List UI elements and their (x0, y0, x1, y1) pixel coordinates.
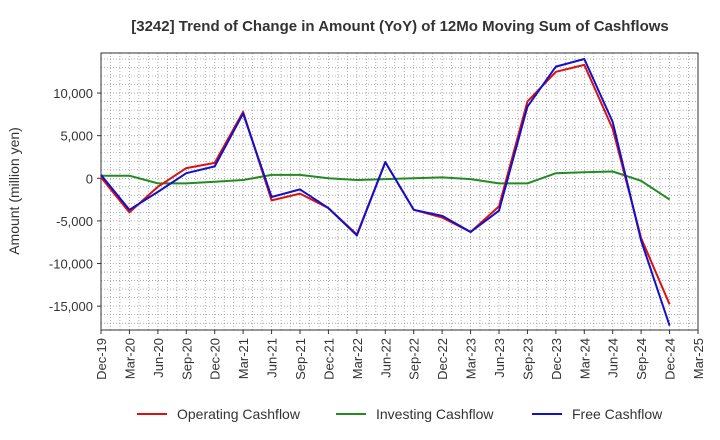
x-tick-label: Mar-23 (464, 338, 479, 379)
x-tick-label: Dec-22 (435, 338, 450, 380)
legend-label: Free Cashflow (572, 406, 663, 422)
x-tick-label: Sep-24 (634, 338, 649, 380)
x-tick-label: Sep-22 (407, 338, 422, 380)
y-tick-label: -15,000 (49, 299, 93, 314)
y-tick-label: -10,000 (49, 257, 93, 272)
y-tick-label: -5,000 (56, 214, 93, 229)
x-tick-label: Mar-21 (236, 338, 251, 379)
y-axis: 10,000 5,000 0 -5,000 -10,000 -15,000 (49, 86, 101, 314)
x-tick-label: Mar-22 (350, 338, 365, 379)
series-line-free-cashflow (100, 58, 671, 327)
x-tick-label: Dec-24 (663, 338, 678, 380)
x-axis: Dec-19 Mar-20 Jun-20 Sep-20 Dec-20 Mar-21 Jun-… (94, 330, 706, 380)
y-tick-label: 5,000 (60, 129, 93, 144)
x-tick-label: Mar-25 (691, 338, 706, 379)
x-tick-label: Jun-22 (378, 338, 393, 378)
plot-area (100, 52, 699, 331)
x-tick-label: Dec-20 (208, 338, 223, 380)
grid (101, 53, 698, 330)
x-tick-label: Jun-24 (606, 338, 621, 378)
x-tick-label: Mar-24 (577, 338, 592, 379)
x-tick-label: Sep-23 (520, 338, 535, 380)
x-tick-label: Jun-21 (265, 338, 280, 378)
series (100, 58, 671, 327)
x-tick-label: Mar-20 (122, 338, 137, 379)
chart-title: [3242] Trend of Change in Amount (YoY) o… (131, 18, 669, 35)
x-tick-label: Dec-21 (321, 338, 336, 380)
legend: Operating Cashflow Investing Cashflow Free… (137, 406, 663, 422)
x-tick-label: Sep-21 (293, 338, 308, 380)
x-tick-label: Dec-23 (549, 338, 564, 380)
y-tick-label: 10,000 (53, 86, 93, 101)
x-tick-label: Sep-20 (179, 338, 194, 380)
series-line-investing-cashflow (101, 170, 671, 201)
series-line-operating-cashflow (100, 63, 671, 305)
legend-label: Investing Cashflow (376, 406, 494, 422)
legend-label: Operating Cashflow (177, 406, 301, 422)
x-tick-label: Dec-19 (94, 338, 109, 380)
y-axis-label: Amount (million yen) (6, 127, 22, 255)
x-tick-label: Jun-20 (151, 338, 166, 378)
x-tick-label: Jun-23 (492, 338, 507, 378)
y-tick-label: 0 (86, 171, 93, 186)
